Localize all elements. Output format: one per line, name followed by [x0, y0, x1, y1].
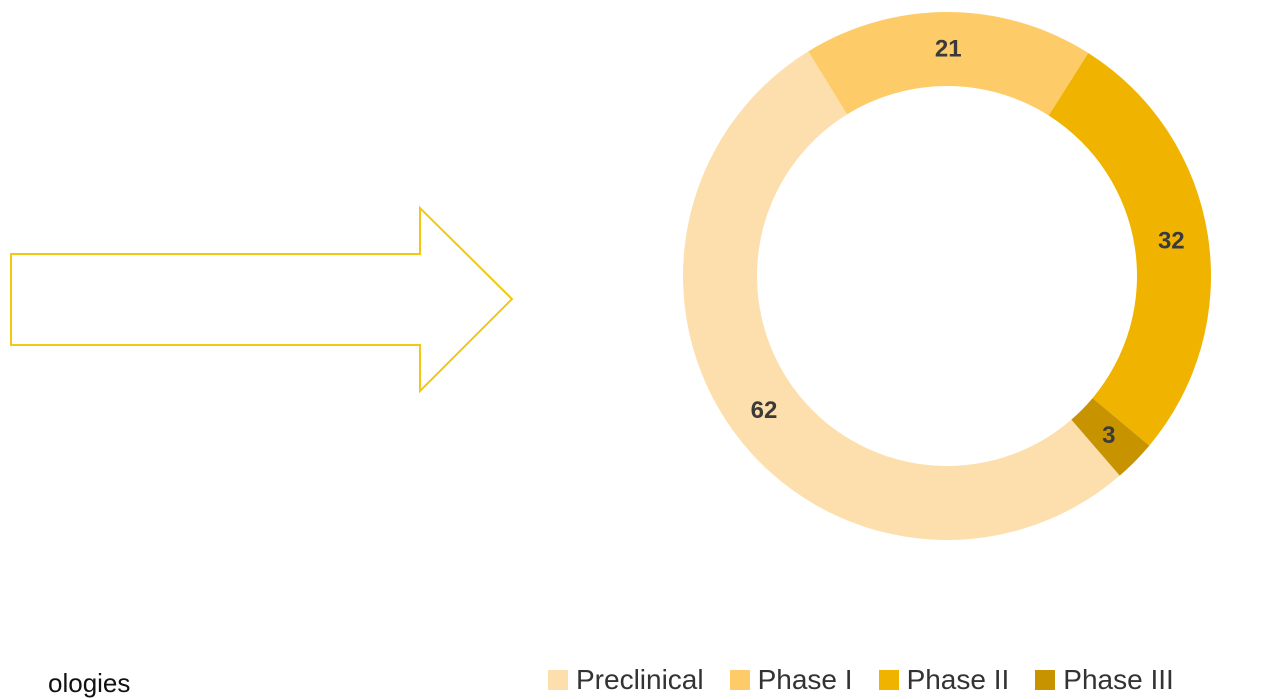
legend-label-preclinical: Preclinical: [576, 663, 704, 695]
donut-slice-phase-2: [1048, 52, 1211, 446]
donut-slice-phase-1: [808, 12, 1089, 116]
data-label-phase-1: 21: [935, 36, 962, 63]
chart-legend: Preclinical Phase I Phase II Phase III: [548, 664, 1174, 695]
donut-slice-preclinical: [683, 51, 1120, 541]
legend-item-phase-1: Phase I: [729, 663, 853, 696]
legend-item-phase-2: Phase II: [878, 663, 1010, 696]
legend-swatch-phase-1: [729, 669, 750, 690]
legend-item-preclinical: Preclinical: [548, 664, 704, 696]
legend-label-phase-3: Phase III: [1063, 663, 1174, 695]
donut-slice-phase-3: [1071, 398, 1150, 476]
legend-swatch-phase-3: [1035, 669, 1056, 690]
right-arrow-icon: [10, 205, 514, 394]
data-label-phase-3: 3: [1102, 422, 1115, 449]
legend-label-phase-2: Phase II: [906, 663, 1010, 695]
data-label-preclinical: 62: [751, 397, 778, 424]
partial-caption: ologies: [48, 668, 131, 698]
legend-item-phase-3: Phase III: [1035, 664, 1174, 696]
legend-swatch-preclinical: [548, 669, 568, 690]
legend-label-phase-1: Phase I: [757, 663, 853, 695]
legend-swatch-phase-2: [878, 669, 899, 690]
data-label-phase-2: 32: [1158, 228, 1185, 255]
